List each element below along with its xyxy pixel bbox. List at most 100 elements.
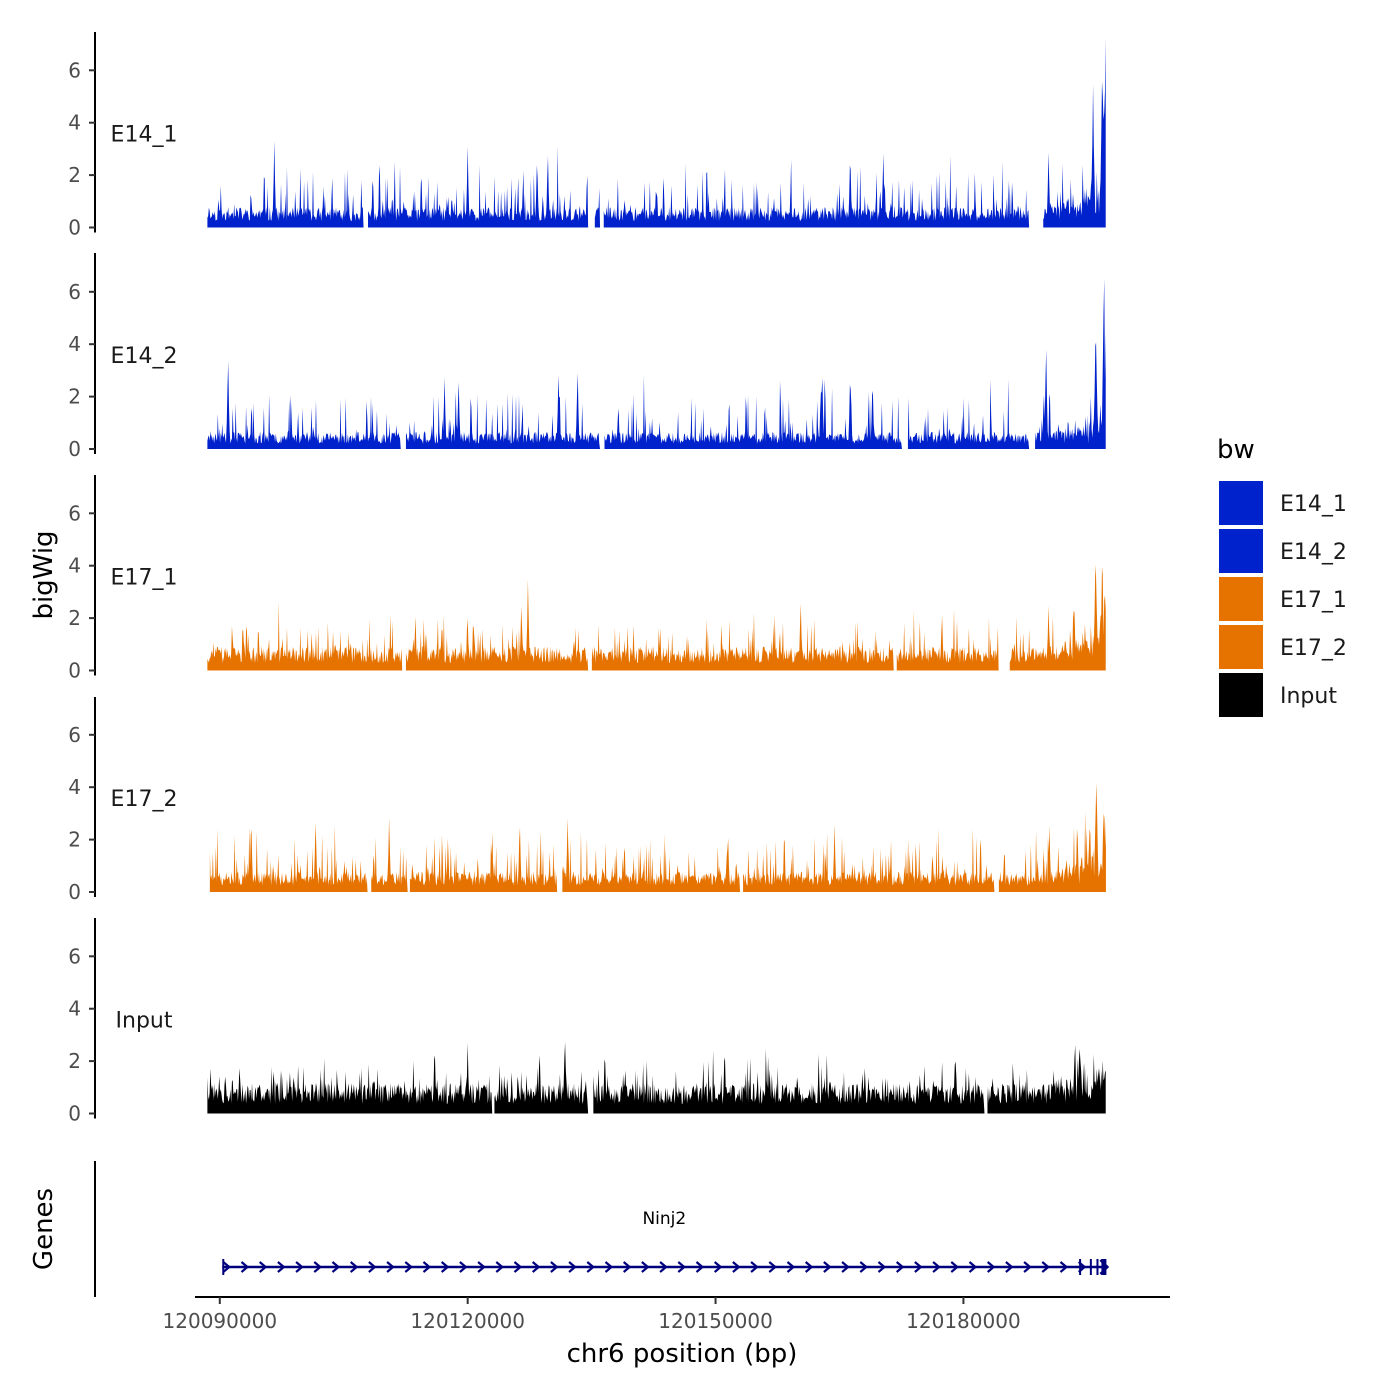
legend-swatch (1217, 575, 1265, 623)
strand-arrow (1005, 1261, 1014, 1273)
y-tick-label: 6 (68, 944, 81, 968)
legend-item-input: Input (1217, 671, 1337, 719)
strand-arrow (914, 1261, 923, 1273)
strand-arrow (313, 1261, 322, 1273)
gene-exon (1101, 1259, 1107, 1275)
legend-label: E17_1 (1280, 588, 1347, 613)
coverage-area-e17-1 (207, 564, 1106, 671)
y-tick-label: 4 (68, 554, 81, 578)
gene-models: Ninj2 (222, 1209, 1110, 1275)
genes-track: Genes Ninj2 (29, 1161, 1110, 1297)
strand-arrow (477, 1261, 486, 1273)
strand-arrow (641, 1261, 650, 1273)
gene-exon (1096, 1259, 1099, 1275)
gene-exon (1089, 1259, 1092, 1275)
gene-label: Ninj2 (642, 1209, 686, 1229)
strand-arrow (804, 1261, 814, 1273)
strand-arrow (986, 1261, 996, 1273)
y-tick-label: 2 (68, 606, 81, 630)
x-tick-label: 120120000 (410, 1309, 525, 1333)
track-input: 0 2 4 6 Input (68, 918, 1106, 1126)
gene-exon (1079, 1259, 1082, 1275)
strand-arrow (695, 1261, 705, 1273)
legend-label: E14_2 (1280, 540, 1347, 565)
strand-arrow (604, 1261, 614, 1273)
strand-arrow (659, 1261, 668, 1273)
strand-arrow (240, 1261, 250, 1273)
legend-label: E17_2 (1280, 636, 1347, 661)
coverage-area-input (207, 1042, 1106, 1114)
y-tick-label: 0 (68, 1102, 81, 1126)
strand-arrow (222, 1261, 231, 1273)
legend-swatch (1217, 623, 1265, 671)
y-tick-label: 0 (68, 437, 81, 461)
strand-arrow (968, 1261, 978, 1273)
strand-arrow (550, 1261, 559, 1273)
y-tick-label: 4 (68, 332, 81, 356)
x-tick-label: 120150000 (658, 1309, 773, 1333)
strand-arrow (349, 1261, 359, 1273)
strand-arrow (823, 1261, 832, 1273)
y-tick-label: 6 (68, 58, 81, 82)
y-tick-label: 6 (68, 280, 81, 304)
gene-ninj2: Ninj2 (222, 1209, 1110, 1275)
strand-arrow (895, 1261, 905, 1273)
strand-arrow (622, 1261, 632, 1273)
track-label: E17_1 (111, 566, 178, 591)
x-tick-label: 120090000 (163, 1309, 278, 1333)
strand-arrow (404, 1261, 413, 1273)
track-label: E14_2 (111, 344, 178, 369)
legend-label: Input (1280, 684, 1337, 709)
strand-arrow (422, 1261, 432, 1273)
y-tick-label: 4 (68, 111, 81, 135)
strand-arrow (531, 1261, 541, 1273)
gene-end-arrow (1099, 1259, 1110, 1275)
y-tick-label: 2 (68, 163, 81, 187)
track-label: Input (116, 1009, 173, 1034)
legend-swatch (1217, 479, 1265, 527)
strand-arrow (513, 1261, 523, 1273)
y-tick-label: 4 (68, 775, 81, 799)
track-label: E14_1 (111, 123, 178, 148)
strand-arrow (258, 1261, 268, 1273)
x-axis: 120090000 120120000 120150000 120180000 chr… (163, 1296, 1170, 1369)
strand-arrow (1023, 1261, 1032, 1273)
y-tick-label: 0 (68, 659, 81, 683)
y-tick-label: 0 (68, 216, 81, 240)
legend: bw E14_1 E14_2 E17_1 E17_2 Input (1217, 435, 1347, 719)
legend-label: E14_1 (1280, 492, 1347, 517)
genes-track-title: Genes (29, 1188, 59, 1270)
strand-arrow (277, 1261, 286, 1273)
strand-arrow (1041, 1261, 1050, 1273)
y-tick-label: 6 (68, 501, 81, 525)
y-tick-label: 0 (68, 880, 81, 904)
track-e17-1: 0 2 4 6 E17_1 (68, 475, 1106, 683)
strand-arrow (713, 1261, 723, 1273)
bigwig-tracks: 0 2 4 6 E14_1 0 2 4 6 E14_2 0 2 4 6 E17_1 0 2 4 6 E17_2 0 2 4 6… (68, 32, 1106, 1126)
strand-arrow (295, 1261, 304, 1273)
strand-arrow (732, 1261, 741, 1273)
x-axis-title: chr6 position (bp) (567, 1339, 798, 1369)
x-axis-ticks: 120090000 120120000 120150000 120180000 (163, 1297, 1021, 1333)
legend-item-e17-1: E17_1 (1217, 575, 1347, 623)
track-label: E17_2 (111, 787, 178, 812)
legend-item-e14-2: E14_2 (1217, 527, 1347, 575)
strand-arrow (1059, 1261, 1069, 1273)
legend-item-e17-2: E17_2 (1217, 623, 1347, 671)
strand-arrow (950, 1261, 959, 1273)
y-tick-label: 2 (68, 385, 81, 409)
legend-item-e14-1: E14_1 (1217, 479, 1347, 527)
strand-arrow (786, 1261, 796, 1273)
strand-arrow (495, 1261, 504, 1273)
strand-arrow (768, 1261, 777, 1273)
strand-arrow (859, 1261, 868, 1273)
strand-arrow (750, 1261, 759, 1273)
legend-swatch (1217, 671, 1265, 719)
strand-arrow (586, 1261, 595, 1273)
strand-arrow (568, 1261, 577, 1273)
strand-arrow (440, 1261, 450, 1273)
strand-arrow (459, 1261, 468, 1273)
strand-arrow (677, 1261, 686, 1273)
coverage-area-e17-2 (209, 782, 1106, 892)
track-e14-2: 0 2 4 6 E14_2 (68, 253, 1106, 461)
